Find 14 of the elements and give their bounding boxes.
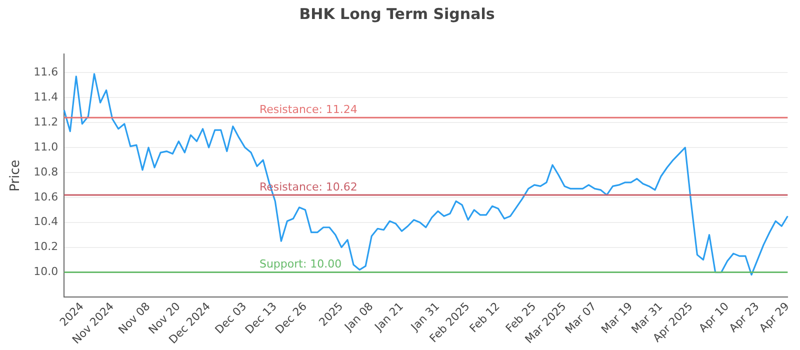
y-tick-label: 11.6 (34, 66, 58, 79)
y-tick-label: 10.0 (34, 265, 58, 278)
ref-line-label: Support: 10.00 (259, 258, 342, 271)
y-tick-label: 10.2 (34, 240, 58, 254)
y-tick-label: 11.4 (34, 90, 58, 104)
y-tick-label: 11.0 (34, 140, 58, 154)
ref-line-label: Resistance: 11.24 (259, 102, 358, 116)
y-tick-label: 11.2 (34, 115, 58, 128)
y-tick-label: 10.4 (34, 215, 58, 228)
y-tick-label: 10.8 (34, 165, 58, 178)
x-tick-label: Feb 12 (467, 300, 502, 336)
y-tick-label: 10.6 (34, 190, 58, 204)
chart-title: BHK Long Term Signals (299, 4, 495, 23)
y-axis-title: Price (8, 160, 24, 192)
